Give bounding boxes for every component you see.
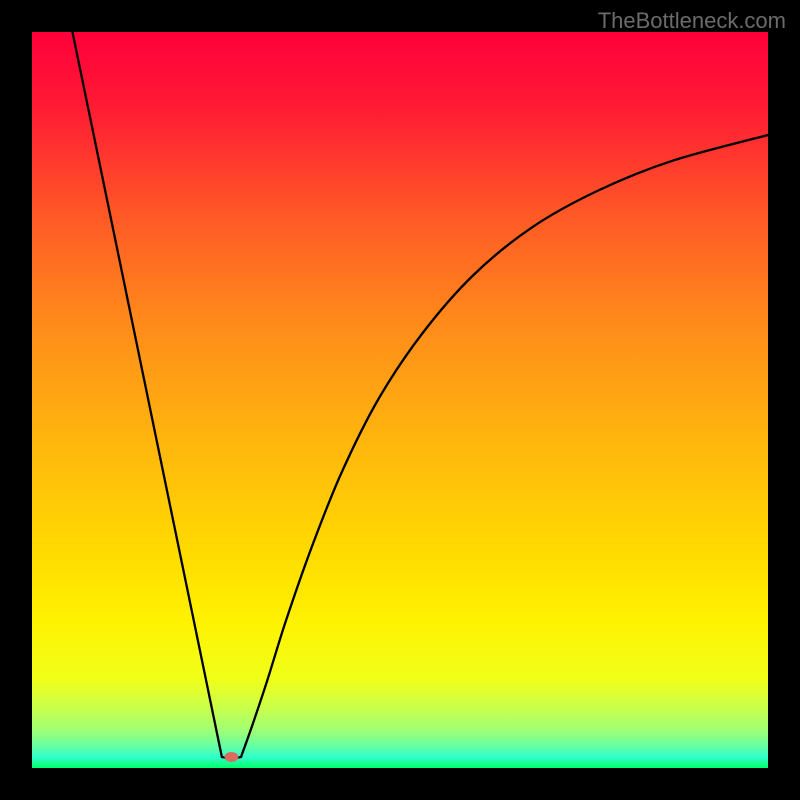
curve-left-branch: [72, 32, 221, 757]
curve-right-branch: [241, 135, 768, 757]
watermark-text: TheBottleneck.com: [598, 8, 786, 34]
plot-area: [32, 32, 768, 768]
minimum-marker: [224, 752, 238, 762]
curve-layer: [32, 32, 768, 768]
